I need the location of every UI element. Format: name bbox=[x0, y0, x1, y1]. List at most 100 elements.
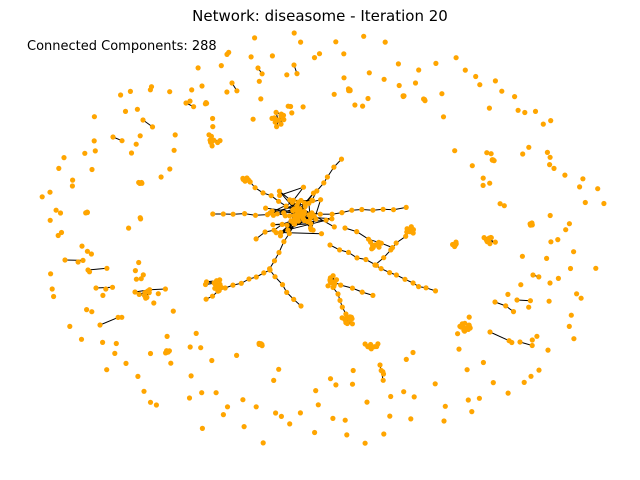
node bbox=[330, 273, 336, 279]
node bbox=[226, 49, 232, 56]
node bbox=[484, 150, 490, 156]
node bbox=[453, 55, 459, 61]
node bbox=[158, 174, 164, 180]
node bbox=[279, 282, 286, 288]
node bbox=[153, 402, 159, 408]
node bbox=[164, 333, 170, 339]
node bbox=[215, 139, 221, 146]
node bbox=[540, 121, 546, 127]
node bbox=[61, 155, 67, 161]
node bbox=[272, 119, 278, 125]
node bbox=[281, 239, 287, 245]
node bbox=[276, 198, 282, 204]
node bbox=[333, 382, 339, 388]
node bbox=[503, 303, 509, 309]
node bbox=[309, 210, 315, 216]
node bbox=[189, 87, 195, 93]
node bbox=[280, 116, 286, 122]
node bbox=[362, 440, 368, 446]
node bbox=[136, 259, 142, 266]
node bbox=[595, 186, 601, 192]
node bbox=[252, 185, 258, 191]
node bbox=[440, 114, 447, 120]
node bbox=[380, 206, 386, 212]
node bbox=[302, 203, 308, 210]
node bbox=[527, 298, 534, 304]
node bbox=[528, 373, 534, 379]
node bbox=[432, 288, 439, 294]
node bbox=[203, 100, 209, 106]
node bbox=[167, 89, 173, 95]
node bbox=[382, 39, 388, 45]
node bbox=[224, 89, 230, 95]
node bbox=[291, 30, 297, 36]
node bbox=[208, 139, 214, 145]
node bbox=[133, 141, 139, 147]
node bbox=[466, 322, 472, 328]
node bbox=[70, 177, 76, 183]
node bbox=[536, 367, 542, 373]
node bbox=[342, 225, 348, 231]
node bbox=[276, 188, 282, 194]
node bbox=[370, 207, 376, 213]
node bbox=[288, 103, 294, 110]
node bbox=[359, 206, 365, 213]
node bbox=[548, 239, 554, 245]
node bbox=[526, 304, 532, 310]
node bbox=[199, 390, 205, 396]
node bbox=[291, 62, 297, 68]
node-layer bbox=[39, 30, 607, 446]
node bbox=[84, 307, 90, 313]
node bbox=[361, 33, 367, 39]
node bbox=[80, 257, 86, 263]
node bbox=[262, 229, 268, 235]
node bbox=[263, 205, 269, 211]
node bbox=[140, 117, 146, 123]
node bbox=[187, 98, 193, 104]
node bbox=[332, 281, 338, 287]
node bbox=[210, 124, 216, 130]
node bbox=[261, 270, 267, 276]
edge bbox=[293, 186, 304, 201]
node bbox=[220, 412, 226, 418]
node bbox=[401, 389, 407, 395]
node bbox=[403, 204, 409, 210]
node bbox=[566, 221, 573, 227]
node bbox=[222, 285, 228, 291]
node bbox=[545, 347, 551, 353]
node bbox=[53, 207, 59, 213]
node bbox=[89, 309, 95, 315]
edge bbox=[149, 288, 166, 291]
node bbox=[378, 266, 384, 272]
node bbox=[253, 274, 259, 280]
node bbox=[578, 295, 584, 301]
node bbox=[381, 76, 387, 82]
node bbox=[362, 341, 368, 347]
node bbox=[136, 291, 142, 297]
node bbox=[187, 344, 193, 350]
node bbox=[489, 157, 495, 163]
node bbox=[505, 390, 511, 396]
edge-layer bbox=[64, 64, 539, 381]
node bbox=[97, 322, 103, 328]
node bbox=[363, 256, 369, 263]
node bbox=[349, 207, 355, 213]
node bbox=[522, 109, 528, 116]
node bbox=[218, 63, 224, 69]
node bbox=[103, 286, 109, 292]
node bbox=[393, 272, 399, 278]
node bbox=[402, 276, 408, 282]
node bbox=[486, 105, 492, 111]
node bbox=[147, 350, 154, 357]
node bbox=[342, 317, 348, 323]
node bbox=[547, 154, 553, 160]
node bbox=[278, 413, 284, 419]
node bbox=[593, 265, 599, 271]
node bbox=[309, 197, 315, 203]
node bbox=[395, 61, 401, 67]
node bbox=[411, 394, 417, 400]
node bbox=[577, 184, 583, 190]
node bbox=[339, 304, 345, 310]
node bbox=[291, 221, 298, 227]
node bbox=[473, 73, 479, 80]
